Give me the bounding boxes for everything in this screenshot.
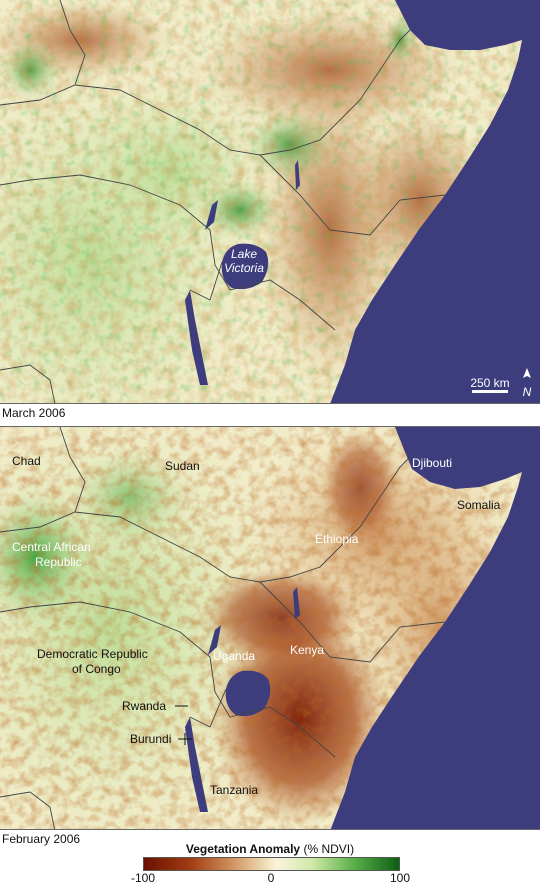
caption-february: February 2006 [2,832,81,846]
lake-turkana [293,587,300,619]
lake-victoria-label-line2: Victoria [224,261,264,275]
north-label: N [523,385,532,399]
label-sudan: Sudan [165,459,200,473]
lake-turkana [295,160,300,190]
legend-title-bold: Vegetation Anomaly [185,842,301,856]
legend-color-bar [143,857,400,871]
north-arrow-icon: N [523,368,532,399]
scale-bar: 250 km [470,376,510,393]
label-ethiopia: Ethiopia [315,532,359,546]
country-borders [0,427,446,829]
map-panel-february: Chad Sudan Djibouti Somalia Central Afri… [0,426,540,830]
label-car-line2: Republic [35,555,82,569]
vegetation-map-february: Chad Sudan Djibouti Somalia Central Afri… [0,427,540,829]
lake-victoria [225,670,271,717]
lake-tanganyika [185,717,208,812]
legend-tick-mid: 0 [267,871,275,884]
lake-albert [208,625,221,655]
label-drc-line2: of Congo [72,662,121,676]
label-tanzania: Tanzania [210,783,258,797]
label-drc-line1: Democratic Republic [37,647,148,661]
legend: Vegetation Anomaly (% NDVI) -100 0 100 [0,842,540,884]
caption-march: March 2006 [2,406,66,420]
legend-title: Vegetation Anomaly (% NDVI) [0,842,540,856]
label-djibouti: Djibouti [412,456,452,470]
lake-albert [205,200,218,230]
label-kenya: Kenya [290,643,324,657]
label-somalia: Somalia [457,498,501,512]
lake-victoria-label-line1: Lake [231,247,257,261]
ocean [330,427,540,829]
lake-tanganyika [185,290,208,385]
map-panel-march: Lake Victoria 250 km N [0,0,540,404]
label-rwanda: Rwanda [122,699,166,713]
scale-bar-line [472,390,508,393]
label-car-line1: Central African [12,540,91,554]
legend-tick-max: 100 [389,871,411,884]
ocean [330,0,540,403]
scale-bar-label: 250 km [470,376,509,390]
label-burundi: Burundi [130,732,171,746]
label-uganda: Uganda [213,649,255,663]
legend-title-unit: (% NDVI) [303,842,355,856]
vegetation-map-march: Lake Victoria 250 km N [0,0,540,403]
label-chad: Chad [12,454,41,468]
country-borders [0,0,446,403]
legend-tick-min: -100 [130,871,156,884]
lake-victoria [221,243,269,290]
